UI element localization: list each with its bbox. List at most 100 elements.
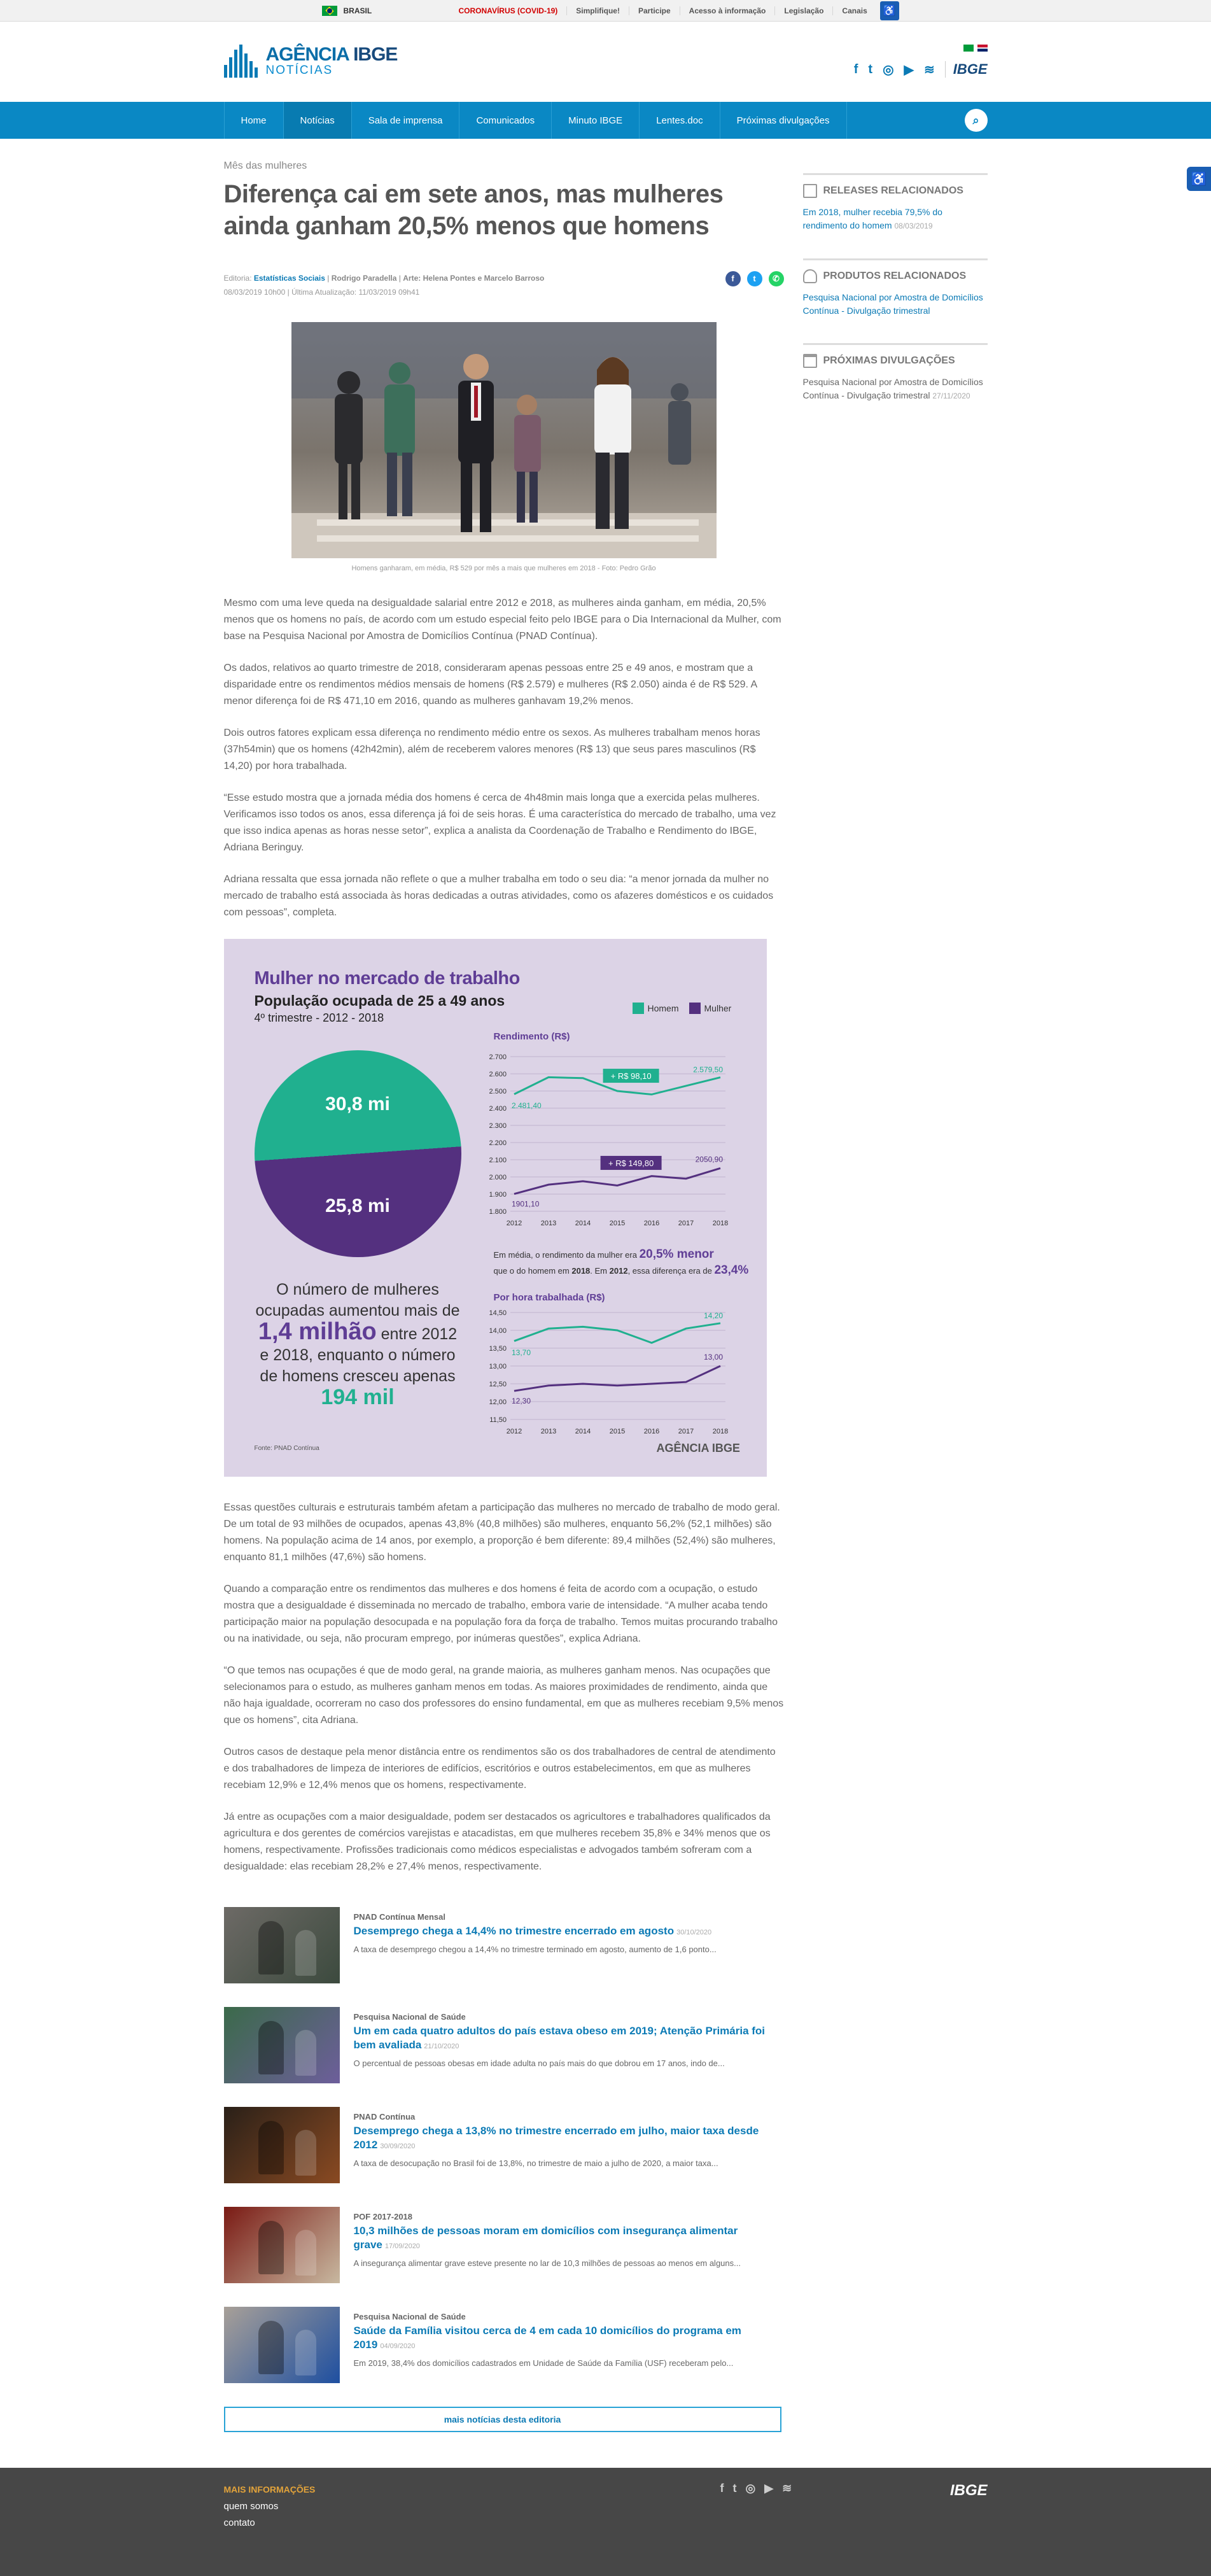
article-paragraph: Os dados, relativos ao quarto trimestre … — [224, 660, 784, 710]
info-legend: Homem Mulher — [633, 1003, 732, 1014]
rss-icon[interactable]: ≋ — [924, 62, 935, 78]
data-label: 14,20 — [703, 1311, 722, 1320]
data-label: 2.481,40 — [512, 1101, 542, 1110]
x-tick-label: 2012 — [506, 1220, 521, 1227]
news-title[interactable]: Desemprego chega a 14,4% no trimestre en… — [354, 1924, 717, 1939]
products-link[interactable]: Pesquisa Nacional por Amostra de Domicíl… — [803, 291, 988, 318]
article-meta: Editoria: Estatísticas Sociais | Rodrigo… — [224, 271, 784, 299]
brasil-link[interactable]: BRASIL — [303, 0, 391, 22]
header-social: f t ◎ ▶ ≋ IBGE — [854, 61, 988, 78]
nav-proximas-divulgacoes[interactable]: Próximas divulgações — [720, 102, 847, 139]
ibge-logo[interactable]: IBGE — [945, 61, 988, 78]
more-news-button[interactable]: mais notícias desta editoria — [224, 2407, 781, 2432]
gov-link-acesso[interactable]: Acesso à informação — [680, 6, 775, 15]
data-label: 13,00 — [703, 1353, 722, 1362]
article-paragraph: “O que temos nas ocupações é que de modo… — [224, 1663, 784, 1729]
nav-minuto-ibge[interactable]: Minuto IBGE — [551, 102, 639, 139]
facebook-icon[interactable]: f — [854, 62, 858, 77]
y-tick-label: 13,00 — [489, 1363, 507, 1370]
news-thumbnail[interactable] — [224, 2207, 340, 2283]
youtube-icon[interactable]: ▶ — [904, 62, 914, 78]
legend-women: Mulher — [689, 1003, 732, 1014]
document-icon — [803, 184, 817, 198]
footer-facebook-icon[interactable]: f — [720, 2482, 724, 2495]
news-title[interactable]: Desemprego chega a 13,8% no trimestre en… — [354, 2124, 784, 2153]
x-tick-label: 2014 — [575, 1220, 590, 1227]
gov-link-legislacao[interactable]: Legislação — [774, 6, 832, 15]
news-thumbnail[interactable] — [224, 1907, 340, 1983]
releases-link[interactable]: Em 2018, mulher recebia 79,5% do rendime… — [803, 206, 988, 233]
y-tick-label: 2.100 — [489, 1157, 507, 1164]
en-flag-icon[interactable] — [977, 45, 988, 52]
footer-twitter-icon[interactable]: t — [733, 2482, 737, 2495]
accessibility-icon[interactable]: ♿ — [880, 1, 899, 20]
sidebar-releases: RELEASES RELACIONADOS Em 2018, mulher re… — [803, 173, 988, 233]
gov-link-participe[interactable]: Participe — [629, 6, 680, 15]
x-tick-label: 2018 — [712, 1428, 727, 1435]
nav-comunicados[interactable]: Comunicados — [459, 102, 551, 139]
news-thumbnail[interactable] — [224, 2307, 340, 2383]
news-summary: A insegurança alimentar grave esteve pre… — [354, 2257, 784, 2270]
y-tick-label: 2.500 — [489, 1088, 507, 1095]
instagram-icon[interactable]: ◎ — [883, 62, 893, 78]
footer-rss-icon[interactable]: ≋ — [782, 2482, 792, 2495]
y-tick-label: 1.800 — [489, 1208, 507, 1216]
gov-link-simplifique[interactable]: Simplifique! — [566, 6, 629, 15]
legend-men: Homem — [633, 1003, 679, 1014]
article-paragraph: Mesmo com uma leve queda na desigualdade… — [224, 595, 784, 645]
language-flags — [963, 45, 988, 52]
footer-link-quem-somos[interactable]: quem somos — [224, 2501, 279, 2512]
x-tick-label: 2018 — [712, 1220, 727, 1227]
info-highlight-text: O número de mulheres ocupadas aumentou m… — [255, 1279, 461, 1410]
publish-date: 08/03/2019 10h00 — [224, 288, 286, 297]
data-label: 12,30 — [512, 1397, 531, 1405]
share-facebook-icon[interactable]: f — [725, 271, 741, 286]
search-icon[interactable]: ⌕ — [965, 109, 988, 132]
nav-noticias[interactable]: Notícias — [283, 102, 351, 139]
gov-link-covid[interactable]: CORONAVÍRUS (COVID-19) — [450, 6, 567, 15]
pt-flag-icon[interactable] — [963, 45, 974, 52]
share-twitter-icon[interactable]: t — [747, 271, 762, 286]
main-content: Mês das mulheres Diferença cai em sete a… — [0, 139, 1211, 2432]
share-whatsapp-icon[interactable]: ✆ — [769, 271, 784, 286]
site-header: AGÊNCIA IBGE NOTÍCIAS f t ◎ ▶ ≋ IBGE — [0, 22, 1211, 102]
news-title[interactable]: 10,3 milhões de pessoas moram em domicíl… — [354, 2224, 784, 2253]
x-tick-label: 2016 — [643, 1220, 659, 1227]
footer-youtube-icon[interactable]: ▶ — [764, 2482, 773, 2495]
news-title[interactable]: Saúde da Família visitou cerca de 4 em c… — [354, 2324, 784, 2353]
footer-ibge-logo[interactable]: IBGE — [950, 2482, 988, 2500]
y-tick-label: 14,50 — [489, 1309, 507, 1317]
side-accessibility-icon[interactable]: ♿ — [1187, 167, 1211, 191]
editoria-link[interactable]: Estatísticas Sociais — [254, 274, 325, 283]
y-tick-label: 1.900 — [489, 1191, 507, 1199]
y-tick-label: 2.400 — [489, 1105, 507, 1113]
news-summary: A taxa de desocupação no Brasil foi de 1… — [354, 2157, 784, 2170]
news-thumbnail[interactable] — [224, 2107, 340, 2183]
next-link[interactable]: Pesquisa Nacional por Amostra de Domicíl… — [803, 376, 988, 403]
news-thumbnail[interactable] — [224, 2007, 340, 2083]
nav-lentes-doc[interactable]: Lentes.doc — [639, 102, 719, 139]
article-body-b: Essas questões culturais e estruturais t… — [224, 1500, 784, 1875]
footer-link-contato[interactable]: contato — [224, 2517, 255, 2528]
twitter-icon[interactable]: t — [868, 62, 872, 77]
pie-men-label: 30,8 mi — [255, 1094, 461, 1115]
nav-sala-imprensa[interactable]: Sala de imprensa — [351, 102, 459, 139]
nav-home[interactable]: Home — [224, 102, 283, 139]
main-nav: Home Notícias Sala de imprensa Comunicad… — [0, 102, 1211, 139]
agencia-ibge-logo[interactable]: AGÊNCIA IBGE NOTÍCIAS — [224, 45, 398, 78]
photo-caption: Homens ganharam, em média, R$ 529 por mê… — [224, 565, 784, 572]
sidebar-products: PRODUTOS RELACIONADOS Pesquisa Nacional … — [803, 258, 988, 318]
news-summary: A taxa de desemprego chegou a 14,4% no t… — [354, 1943, 717, 1956]
x-tick-label: 2012 — [506, 1428, 521, 1435]
news-title[interactable]: Um em cada quatro adultos do país estava… — [354, 2024, 784, 2053]
footer-instagram-icon[interactable]: ◎ — [746, 2482, 756, 2495]
info-logo: AGÊNCIA IBGE — [657, 1442, 740, 1455]
infographic: Mulher no mercado de trabalho População … — [224, 939, 767, 1477]
gov-link-canais[interactable]: Canais — [832, 6, 876, 15]
